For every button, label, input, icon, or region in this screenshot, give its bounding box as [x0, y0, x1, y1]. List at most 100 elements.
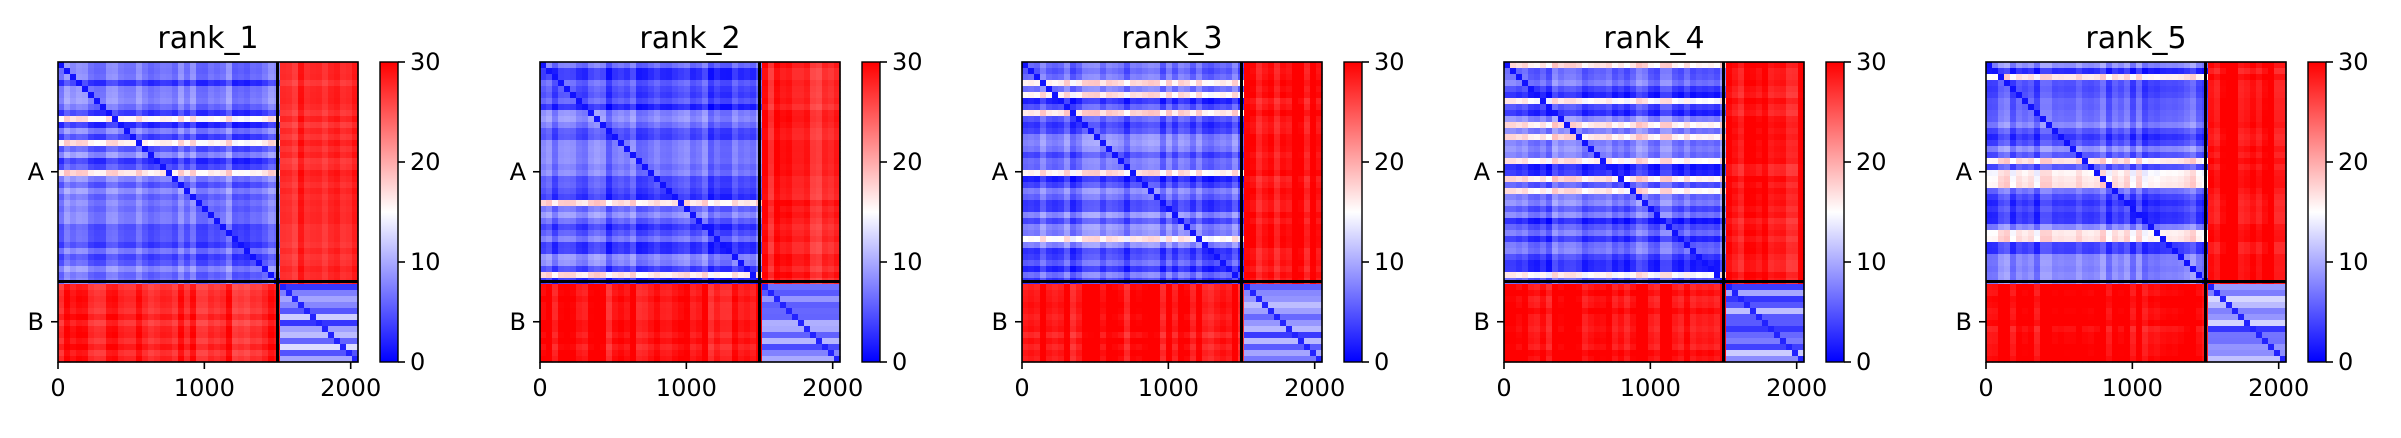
pae-cell	[624, 140, 631, 147]
pae-cell	[196, 170, 203, 177]
pae-cell	[768, 302, 775, 309]
pae-cell	[642, 134, 649, 141]
pae-cell	[594, 68, 601, 75]
pae-cell	[154, 290, 161, 297]
pae-cell	[726, 68, 733, 75]
pae-cell	[738, 140, 745, 147]
pae-cell	[732, 260, 739, 267]
pae-cell	[160, 326, 167, 333]
pae-cell	[136, 248, 143, 255]
pae-cell	[768, 176, 775, 183]
pae-cell	[214, 164, 221, 171]
pae-cell	[744, 116, 751, 123]
pae-cell	[154, 218, 161, 225]
pae-cell	[804, 254, 811, 261]
pae-cell	[304, 230, 311, 237]
pae-cell	[606, 80, 613, 87]
pae-cell	[148, 200, 155, 207]
pae-cell	[684, 302, 691, 309]
pae-cell	[142, 122, 149, 129]
pae-cell	[750, 218, 757, 225]
pae-cell	[184, 98, 191, 105]
pae-cell	[76, 170, 83, 177]
pae-cell	[340, 122, 347, 129]
pae-cell	[112, 302, 119, 309]
pae-cell	[268, 320, 275, 327]
pae-cell	[286, 104, 293, 111]
pae-cell	[94, 62, 101, 69]
pae-cell	[112, 254, 119, 261]
pae-cell	[316, 68, 323, 75]
pae-cell	[112, 314, 119, 321]
pae-cell	[768, 80, 775, 87]
pae-cell	[76, 230, 83, 237]
pae-cell	[58, 80, 65, 87]
pae-cell	[70, 164, 77, 171]
pae-cell	[714, 62, 721, 69]
pae-cell	[70, 152, 77, 159]
pae-cell	[130, 230, 137, 237]
pae-cell	[58, 356, 65, 363]
pae-cell	[124, 206, 131, 213]
pae-cell	[696, 314, 703, 321]
pae-cell	[798, 134, 805, 141]
pae-cell	[624, 320, 631, 327]
pae-cell	[810, 230, 817, 237]
pae-cell	[94, 224, 101, 231]
pae-cell	[594, 212, 601, 219]
pae-cell	[612, 254, 619, 261]
pae-cell	[310, 122, 317, 129]
pae-cell	[94, 134, 101, 141]
pae-cell	[792, 140, 799, 147]
pae-cell	[178, 344, 185, 351]
pae-cell	[564, 164, 571, 171]
pae-cell	[780, 284, 787, 291]
pae-cell	[786, 188, 793, 195]
pae-cell	[172, 200, 179, 207]
pae-cell	[250, 74, 257, 81]
pae-cell	[58, 344, 65, 351]
pae-cell	[130, 344, 137, 351]
pae-cell	[678, 152, 685, 159]
pae-cell	[798, 314, 805, 321]
pae-cell	[612, 200, 619, 207]
pae-cell	[268, 260, 275, 267]
pae-cell	[828, 224, 835, 231]
pae-cell	[540, 356, 547, 363]
pae-cell	[732, 338, 739, 345]
pae-cell	[672, 254, 679, 261]
pae-cell	[738, 80, 745, 87]
pae-cell	[834, 236, 841, 243]
pae-cell	[226, 152, 233, 159]
pae-cell	[564, 158, 571, 165]
pae-cell	[726, 350, 733, 357]
pae-cell	[154, 320, 161, 327]
pae-cell	[762, 308, 769, 315]
pae-cell	[286, 260, 293, 267]
pae-cell	[130, 182, 137, 189]
pae-cell	[546, 140, 553, 147]
pae-cell	[190, 230, 197, 237]
pae-cell	[172, 218, 179, 225]
pae-cell	[298, 182, 305, 189]
pae-cell	[130, 110, 137, 117]
pae-cell	[720, 134, 727, 141]
pae-cell	[292, 206, 299, 213]
pae-cell	[172, 182, 179, 189]
pae-cell	[666, 212, 673, 219]
pae-cell	[328, 74, 335, 81]
pae-cell	[810, 302, 817, 309]
pae-cell	[786, 62, 793, 69]
pae-cell	[816, 80, 823, 87]
pae-cell	[540, 170, 547, 177]
pae-cell	[184, 242, 191, 249]
pae-cell	[100, 80, 107, 87]
pae-cell	[196, 80, 203, 87]
pae-cell	[750, 140, 757, 147]
pae-cell	[166, 146, 173, 153]
pae-cell	[660, 320, 667, 327]
pae-cell	[220, 140, 227, 147]
pae-cell	[352, 158, 359, 165]
pae-cell	[64, 302, 71, 309]
pae-cell	[822, 68, 829, 75]
